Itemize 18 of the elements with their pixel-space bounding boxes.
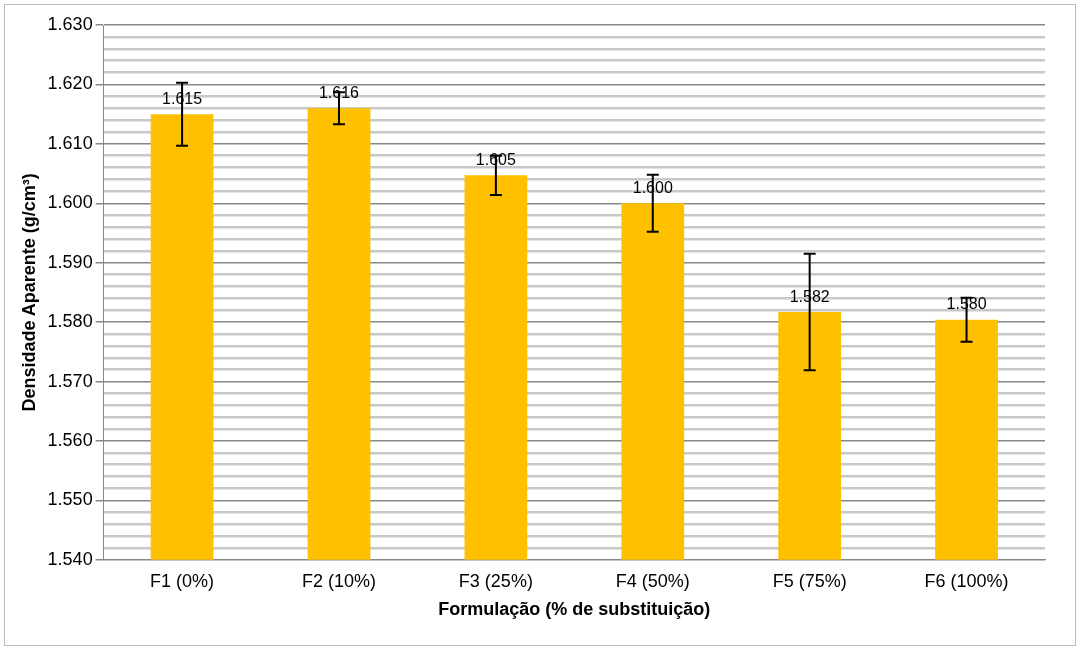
y-tick-label: 1.610 <box>47 132 93 153</box>
x-tick-label: F6 (100%) <box>924 570 1009 591</box>
x-tick-label: F3 (25%) <box>458 570 533 591</box>
y-tick-label: 1.580 <box>47 311 93 332</box>
x-axis-title: Formulação (% de substituição) <box>438 599 711 620</box>
y-tick-label: 1.630 <box>47 13 93 34</box>
x-tick-label: F2 (10%) <box>301 570 376 591</box>
x-tick-label: F5 (75%) <box>772 570 847 591</box>
y-tick-label: 1.570 <box>47 370 93 391</box>
y-tick-label: 1.540 <box>47 548 93 569</box>
y-tick-label: 1.620 <box>47 73 93 94</box>
x-tick-label: F4 (50%) <box>615 570 690 591</box>
y-tick-label: 1.560 <box>47 429 93 450</box>
x-tick-label: F1 (0%) <box>150 570 215 591</box>
y-tick-label: 1.600 <box>47 192 93 213</box>
y-tick-label: 1.590 <box>47 251 93 272</box>
y-axis-title: Densidade Aparente (g/cm³) <box>18 173 39 412</box>
y-tick-label: 1.550 <box>47 489 93 510</box>
